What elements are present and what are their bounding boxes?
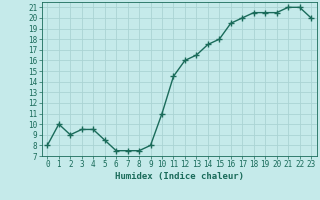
X-axis label: Humidex (Indice chaleur): Humidex (Indice chaleur): [115, 172, 244, 181]
